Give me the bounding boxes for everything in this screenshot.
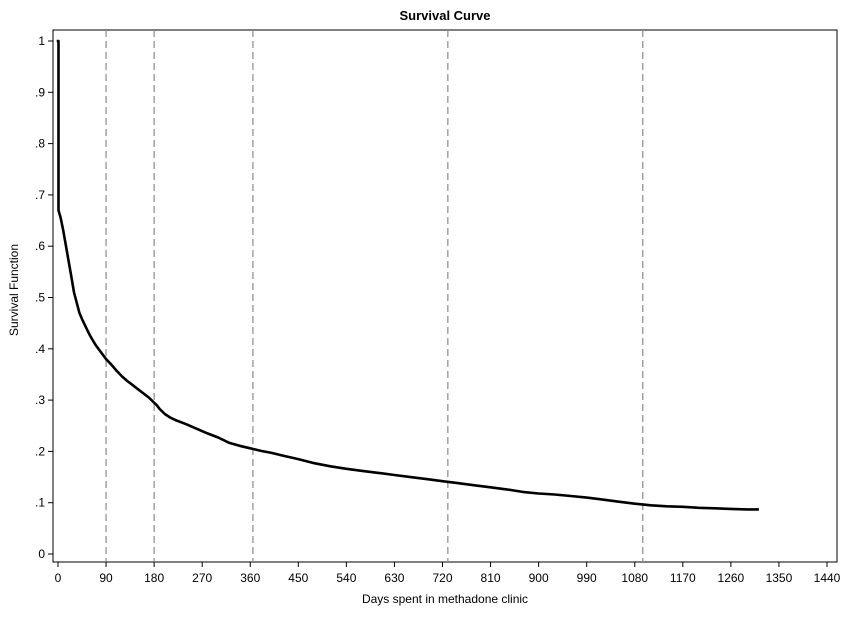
y-axis-title: Survival Function [7, 244, 21, 336]
x-tick-label: 270 [192, 571, 212, 585]
x-tick-label: 720 [432, 571, 452, 585]
x-tick-label: 180 [144, 571, 164, 585]
x-tick-label: 540 [336, 571, 356, 585]
plot-frame [52, 29, 838, 563]
y-tick-label: .3 [35, 393, 45, 407]
x-tick-label: 1080 [621, 571, 648, 585]
x-tick-label: 1350 [766, 571, 793, 585]
plot-area: 0 .1 .2 .3 .4 .5 .6 .7 .8 .9 1 0 90 180 270 360 450 540 63… [35, 29, 841, 585]
y-tick-label: .6 [35, 239, 45, 253]
y-tick-label: .4 [35, 342, 45, 356]
x-tick-label: 90 [99, 571, 113, 585]
x-tick-label: 360 [240, 571, 260, 585]
x-tick-label: 0 [55, 571, 62, 585]
x-tick-label: 450 [288, 571, 308, 585]
x-tick-label: 1170 [670, 571, 696, 585]
x-tick-label: 990 [577, 571, 597, 585]
y-tick-label: .7 [35, 188, 45, 202]
x-tick-label: 1440 [814, 571, 841, 585]
x-tick-label: 1260 [718, 571, 745, 585]
y-tick-label: .2 [35, 444, 45, 458]
x-axis-title: Days spent in methadone clinic [362, 592, 528, 606]
y-tick-label: .1 [35, 496, 45, 510]
y-tick-label: .5 [35, 291, 45, 305]
x-tick-label: 900 [529, 571, 549, 585]
x-tick-label: 810 [481, 571, 501, 585]
survival-curve [56, 39, 759, 511]
x-tick-label: 630 [384, 571, 404, 585]
chart-title: Survival Curve [399, 8, 490, 23]
y-tick-label: 0 [38, 547, 45, 561]
y-tick-label: 1 [38, 34, 45, 48]
y-tick-label: .9 [35, 85, 45, 99]
y-tick-label: .8 [35, 137, 45, 151]
